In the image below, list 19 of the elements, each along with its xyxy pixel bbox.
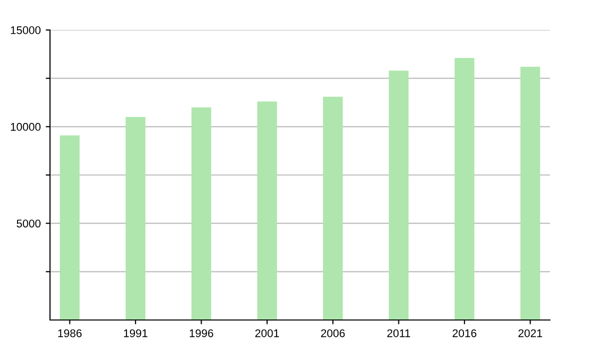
x-tick-label: 2021: [518, 329, 542, 338]
x-tick-label: 2011: [387, 329, 410, 338]
bar: [126, 117, 146, 320]
y-tick-label: 10000: [10, 122, 41, 131]
x-tick-label: 2006: [321, 329, 345, 338]
bar: [60, 135, 80, 320]
bar: [454, 58, 474, 320]
bar: [257, 102, 277, 320]
bar: [191, 107, 212, 320]
x-tick-label: 1996: [190, 329, 214, 338]
bar: [520, 66, 540, 320]
x-tick-label: 2016: [452, 329, 476, 338]
x-tick-label: 2001: [255, 329, 279, 338]
bar: [388, 70, 409, 320]
y-tick-label: 5000: [16, 220, 41, 228]
x-tick-label: 1986: [58, 329, 82, 338]
bar: [323, 96, 343, 320]
y-tick-label: 15000: [10, 26, 41, 34]
x-tick-label: 1991: [124, 329, 148, 338]
